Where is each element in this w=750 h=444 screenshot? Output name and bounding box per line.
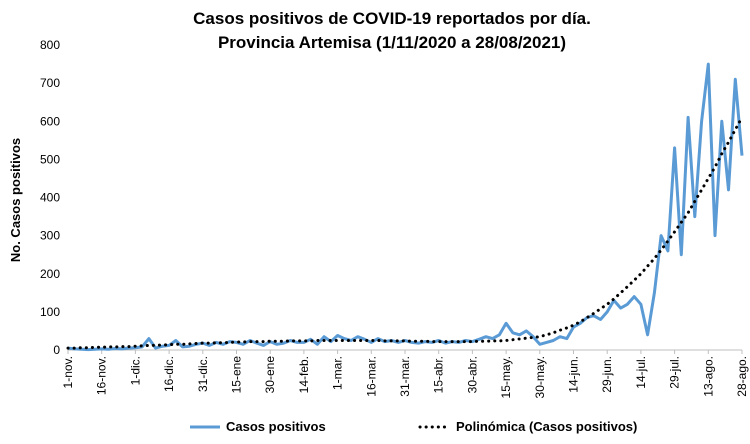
x-tick-label: 14-jun. (567, 356, 581, 393)
y-tick-label: 0 (53, 343, 60, 357)
x-tick-label: 30-abr. (465, 356, 479, 393)
y-tick-label: 400 (40, 191, 60, 205)
chart-title: Casos positivos de COVID-19 reportados p… (193, 9, 591, 28)
x-tick-label: 16-mar. (364, 356, 378, 397)
y-axis-label: No. Casos positivos (8, 138, 23, 262)
y-tick-label: 600 (40, 114, 60, 128)
x-tick-label: 1-nov. (61, 356, 75, 388)
x-tick-label: 14-feb. (297, 356, 311, 393)
x-tick-label: 15-abr. (432, 356, 446, 393)
x-tick-label: 29-jul. (668, 356, 682, 389)
y-tick-label: 300 (40, 229, 60, 243)
y-tick-label: 700 (40, 76, 60, 90)
series-line (66, 115, 744, 350)
x-tick-label: 1-mar. (331, 356, 345, 390)
x-tick-label: 30-ene (263, 356, 277, 394)
legend-label: Casos positivos (226, 419, 326, 434)
x-tick-label: 15-ene (230, 356, 244, 394)
chart-title: Provincia Artemisa (1/11/2020 a 28/08/20… (218, 33, 566, 52)
x-tick-label: 13-ago. (701, 356, 715, 397)
y-tick-label: 200 (40, 267, 60, 281)
x-tick-label: 30-may. (533, 356, 547, 398)
x-tick-label: 15-may. (499, 356, 513, 398)
x-tick-label: 28-ago. (735, 356, 749, 397)
series-line (67, 62, 744, 352)
x-tick-label: 29-jun. (600, 356, 614, 393)
legend-label: Polinómica (Casos positivos) (456, 419, 637, 434)
x-tick-label: 31-dic. (196, 356, 210, 392)
x-tick-label: 14-jul. (634, 356, 648, 389)
y-tick-label: 800 (40, 38, 60, 52)
x-tick-label: 16-nov. (95, 356, 109, 395)
x-tick-label: 31-mar. (398, 356, 412, 397)
x-tick-label: 16-dic. (162, 356, 176, 392)
x-tick-label: 1-dic. (128, 356, 142, 385)
y-tick-label: 100 (40, 305, 60, 319)
y-tick-label: 500 (40, 152, 60, 166)
